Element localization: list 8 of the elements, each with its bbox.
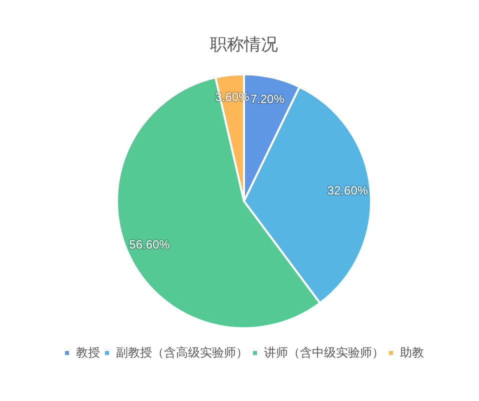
chart-title: 职称情况 xyxy=(210,34,278,54)
legend-label: 教授 xyxy=(76,345,100,360)
data-label: 32.60% xyxy=(327,184,368,198)
legend-label: 讲师（含中级实验师） xyxy=(264,345,384,360)
legend-label: 副教授（含高级实验师） xyxy=(116,345,248,360)
legend-label: 助教 xyxy=(400,345,424,360)
data-label: 7.20% xyxy=(250,92,285,106)
data-label: 56.60% xyxy=(129,237,170,252)
